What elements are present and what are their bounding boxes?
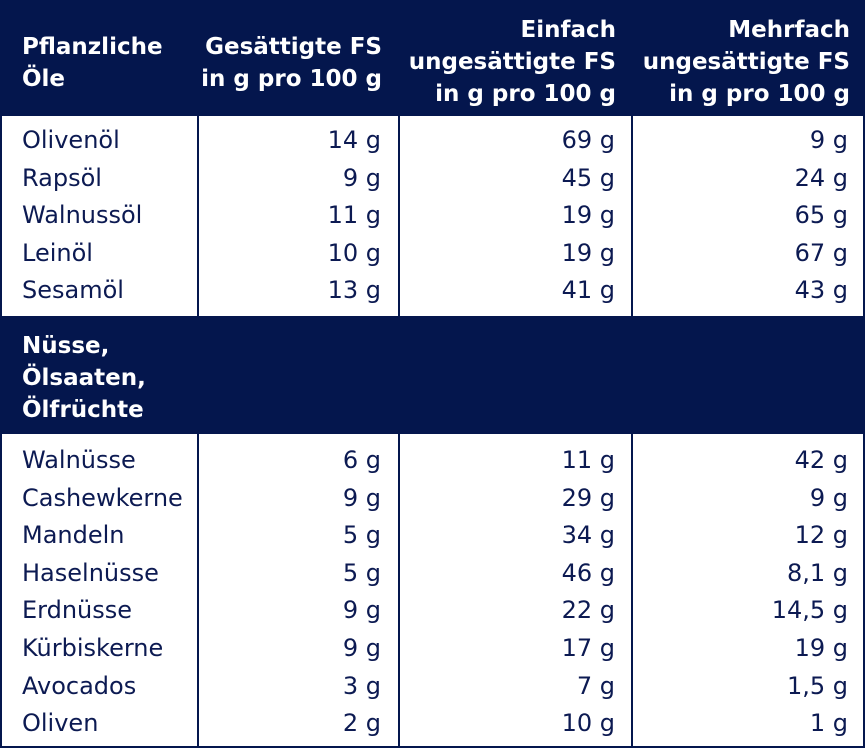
poly-value: 42 g	[794, 446, 848, 474]
food-name: Walnussöl	[22, 201, 143, 230]
food-name: Olivenöl	[22, 126, 120, 154]
mono-value: 10 g	[561, 709, 615, 738]
mono-value: 17 g	[561, 633, 615, 662]
food-name: Avocados	[22, 671, 137, 700]
saturated-value: 2 g	[342, 709, 381, 738]
table-row: Avocados 3 g 7 g 1,5 g	[2, 668, 863, 706]
table-row: Olivenöl 14 g 69 g 9 g	[2, 122, 863, 160]
poly-value: 67 g	[794, 238, 848, 267]
table-row: Oliven 2 g 10 g 1 g	[2, 705, 863, 743]
mono-value: 46 g	[561, 558, 615, 587]
saturated-value: 14 g	[327, 126, 381, 154]
food-name: Erdnüsse	[22, 596, 133, 625]
table-row: Haselnüsse 5 g 46 g 8,1 g	[2, 555, 863, 593]
section-title-nuts: Nüsse, Ölsaaten, Ölfrüchte	[22, 333, 146, 423]
column-divider	[197, 434, 199, 746]
saturated-value: 11 g	[327, 201, 381, 230]
poly-value: 12 g	[794, 521, 848, 550]
poly-value: 9 g	[809, 483, 848, 512]
mono-value: 19 g	[561, 201, 615, 230]
section-header-nuts: Nüsse, Ölsaaten, Ölfrüchte	[0, 316, 865, 434]
saturated-value: 5 g	[342, 521, 381, 550]
column-divider	[631, 116, 633, 316]
header-plant-oils: Pflanzliche Öle	[22, 34, 163, 92]
poly-value: 19 g	[794, 633, 848, 662]
table-row: Walnüsse 6 g 11 g 42 g	[2, 442, 863, 480]
mono-value: 11 g	[561, 446, 615, 474]
column-divider	[398, 116, 400, 316]
mono-value: 7 g	[576, 671, 615, 700]
poly-value: 1 g	[809, 709, 848, 738]
food-name: Walnüsse	[22, 446, 136, 474]
nuts-section: Walnüsse 6 g 11 g 42 g Cashewkerne 9 g 29 g 9 g…	[0, 434, 865, 748]
mono-value: 45 g	[561, 163, 615, 192]
column-divider	[631, 434, 633, 746]
saturated-value: 6 g	[342, 446, 381, 474]
saturated-value: 3 g	[342, 671, 381, 700]
header-saturated-fat: Gesättigte FS in g pro 100 g	[201, 34, 382, 92]
table-row: Kürbiskerne 9 g 17 g 19 g	[2, 630, 863, 668]
table-row: Sesamöl 13 g 41 g 43 g	[2, 272, 863, 310]
food-name: Oliven	[22, 709, 99, 738]
poly-value: 43 g	[794, 276, 848, 305]
poly-value: 65 g	[794, 201, 848, 230]
saturated-value: 9 g	[342, 163, 381, 192]
mono-value: 19 g	[561, 238, 615, 267]
mono-value: 34 g	[561, 521, 615, 550]
poly-value: 8,1 g	[786, 558, 848, 587]
table-header: Pflanzliche Öle Gesättigte FS in g pro 1…	[0, 0, 865, 116]
mono-value: 29 g	[561, 483, 615, 512]
table-row: Walnussöl 11 g 19 g 65 g	[2, 197, 863, 235]
food-name: Rapsöl	[22, 163, 102, 192]
table-row: Cashewkerne 9 g 29 g 9 g	[2, 480, 863, 518]
saturated-value: 5 g	[342, 558, 381, 587]
table-row: Erdnüsse 9 g 22 g 14,5 g	[2, 592, 863, 630]
saturated-value: 13 g	[327, 276, 381, 305]
table-row: Mandeln 5 g 34 g 12 g	[2, 517, 863, 555]
food-name: Sesamöl	[22, 276, 124, 305]
saturated-value: 9 g	[342, 596, 381, 625]
food-name: Cashewkerne	[22, 483, 183, 512]
column-divider	[398, 434, 400, 746]
poly-value: 9 g	[809, 126, 848, 154]
saturated-value: 10 g	[327, 238, 381, 267]
mono-value: 41 g	[561, 276, 615, 305]
mono-value: 22 g	[561, 596, 615, 625]
poly-value: 24 g	[794, 163, 848, 192]
table-row: Leinöl 10 g 19 g 67 g	[2, 235, 863, 273]
poly-value: 1,5 g	[786, 671, 848, 700]
food-name: Mandeln	[22, 521, 125, 550]
food-name: Leinöl	[22, 238, 93, 267]
mono-value: 69 g	[561, 126, 615, 154]
saturated-value: 9 g	[342, 483, 381, 512]
header-monounsaturated-fat: Einfach ungesättigte FS in g pro 100 g	[408, 17, 616, 107]
column-divider	[197, 116, 199, 316]
oils-section: Olivenöl 14 g 69 g 9 g Rapsöl 9 g 45 g 24 g Waln…	[0, 116, 865, 316]
header-polyunsaturated-fat: Mehrfach ungesättigte FS in g pro 100 g	[642, 17, 850, 107]
table-row: Rapsöl 9 g 45 g 24 g	[2, 160, 863, 198]
poly-value: 14,5 g	[771, 596, 848, 625]
saturated-value: 9 g	[342, 633, 381, 662]
food-name: Kürbiskerne	[22, 633, 164, 662]
food-name: Haselnüsse	[22, 558, 159, 587]
